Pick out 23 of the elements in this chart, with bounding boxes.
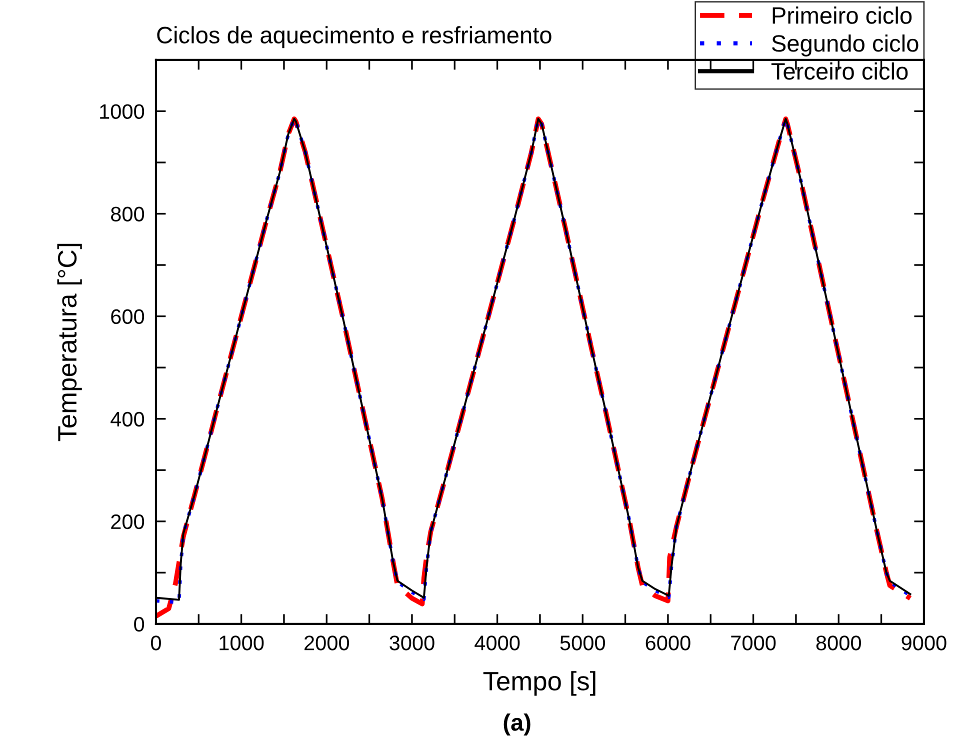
x-axis-title: Tempo [s]: [483, 671, 596, 696]
y-tick-label: 200: [111, 514, 144, 530]
x-tick-label: 3000: [390, 636, 434, 650]
y-tick-label: 0: [134, 616, 144, 632]
x-tick-label: 5000: [560, 636, 605, 650]
chart-title: Ciclos de aquecimento e resfriamento: [157, 26, 552, 48]
y-axis-title: Temperatura [°C]: [57, 244, 82, 442]
y-tick-label: 1000: [100, 104, 144, 119]
legend-label: Terceiro ciclo: [771, 62, 908, 80]
x-tick-label: 9000: [902, 636, 946, 650]
x-tick-label: 1000: [220, 636, 264, 650]
x-tick-label: 8000: [816, 636, 861, 650]
y-tick-label: 600: [111, 309, 144, 324]
y-tick-label: 800: [111, 206, 144, 222]
x-tick-label: 6000: [646, 636, 690, 650]
x-tick-label: 0: [151, 636, 161, 650]
x-tick-label: 7000: [731, 636, 776, 650]
legend-label: Segundo ciclo: [772, 34, 918, 56]
x-tick-label: 4000: [474, 636, 520, 650]
y-tick-label: 400: [110, 412, 144, 427]
x-tick-label: 2000: [304, 636, 349, 650]
legend-label: Primeiro ciclo: [772, 6, 912, 24]
text: (a): [504, 714, 530, 736]
